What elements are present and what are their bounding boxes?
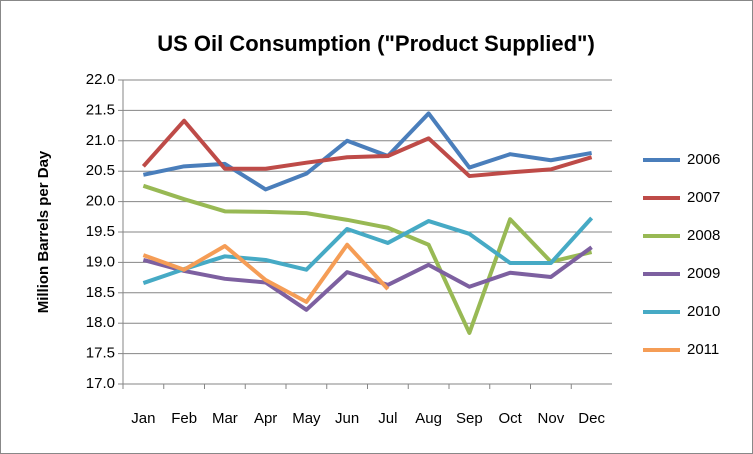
y-axis-label: Million Barrels per Day — [35, 150, 52, 313]
legend-label: 2006 — [687, 151, 720, 168]
series-line — [142, 245, 593, 312]
y-tick-label: 20.5 — [86, 162, 115, 179]
x-tick-label: Sep — [456, 410, 483, 427]
y-tick-label: 20.0 — [86, 193, 115, 210]
x-tick-label: Nov — [538, 410, 565, 427]
legend-label: 2011 — [687, 341, 719, 358]
x-tick-label: May — [292, 410, 321, 427]
legend-label: 2008 — [687, 227, 720, 244]
legend-label: 2009 — [687, 265, 720, 282]
y-tick-label: 18.5 — [86, 284, 115, 301]
x-tick-label: Jun — [335, 410, 359, 427]
x-tick-label: Jan — [131, 410, 155, 427]
y-tick-label: 17.5 — [86, 345, 115, 362]
y-tick-label: 22.0 — [86, 71, 115, 88]
legend-label: 2010 — [687, 303, 720, 320]
x-tick-label: Feb — [171, 410, 197, 427]
x-tick-label: Apr — [254, 410, 277, 427]
series-line — [142, 242, 390, 304]
series-line — [142, 183, 593, 335]
x-tick-label: Mar — [212, 410, 238, 427]
x-tick-label: Oct — [498, 410, 522, 427]
series-line — [142, 216, 594, 285]
legend-label: 2007 — [687, 189, 720, 206]
y-tick-label: 19.5 — [86, 223, 115, 240]
series-line — [141, 118, 593, 179]
x-tick-label: Dec — [578, 410, 605, 427]
y-tick-label: 21.0 — [86, 132, 115, 149]
y-tick-label: 17.0 — [86, 375, 115, 392]
x-tick-label: Aug — [415, 410, 442, 427]
y-tick-label: 21.5 — [86, 101, 115, 118]
y-tick-label: 18.0 — [86, 314, 115, 331]
y-tick-label: 19.0 — [86, 253, 115, 270]
series-line — [142, 111, 592, 192]
chart-title: US Oil Consumption ("Product Supplied") — [157, 31, 595, 56]
x-tick-label: Jul — [378, 410, 397, 427]
